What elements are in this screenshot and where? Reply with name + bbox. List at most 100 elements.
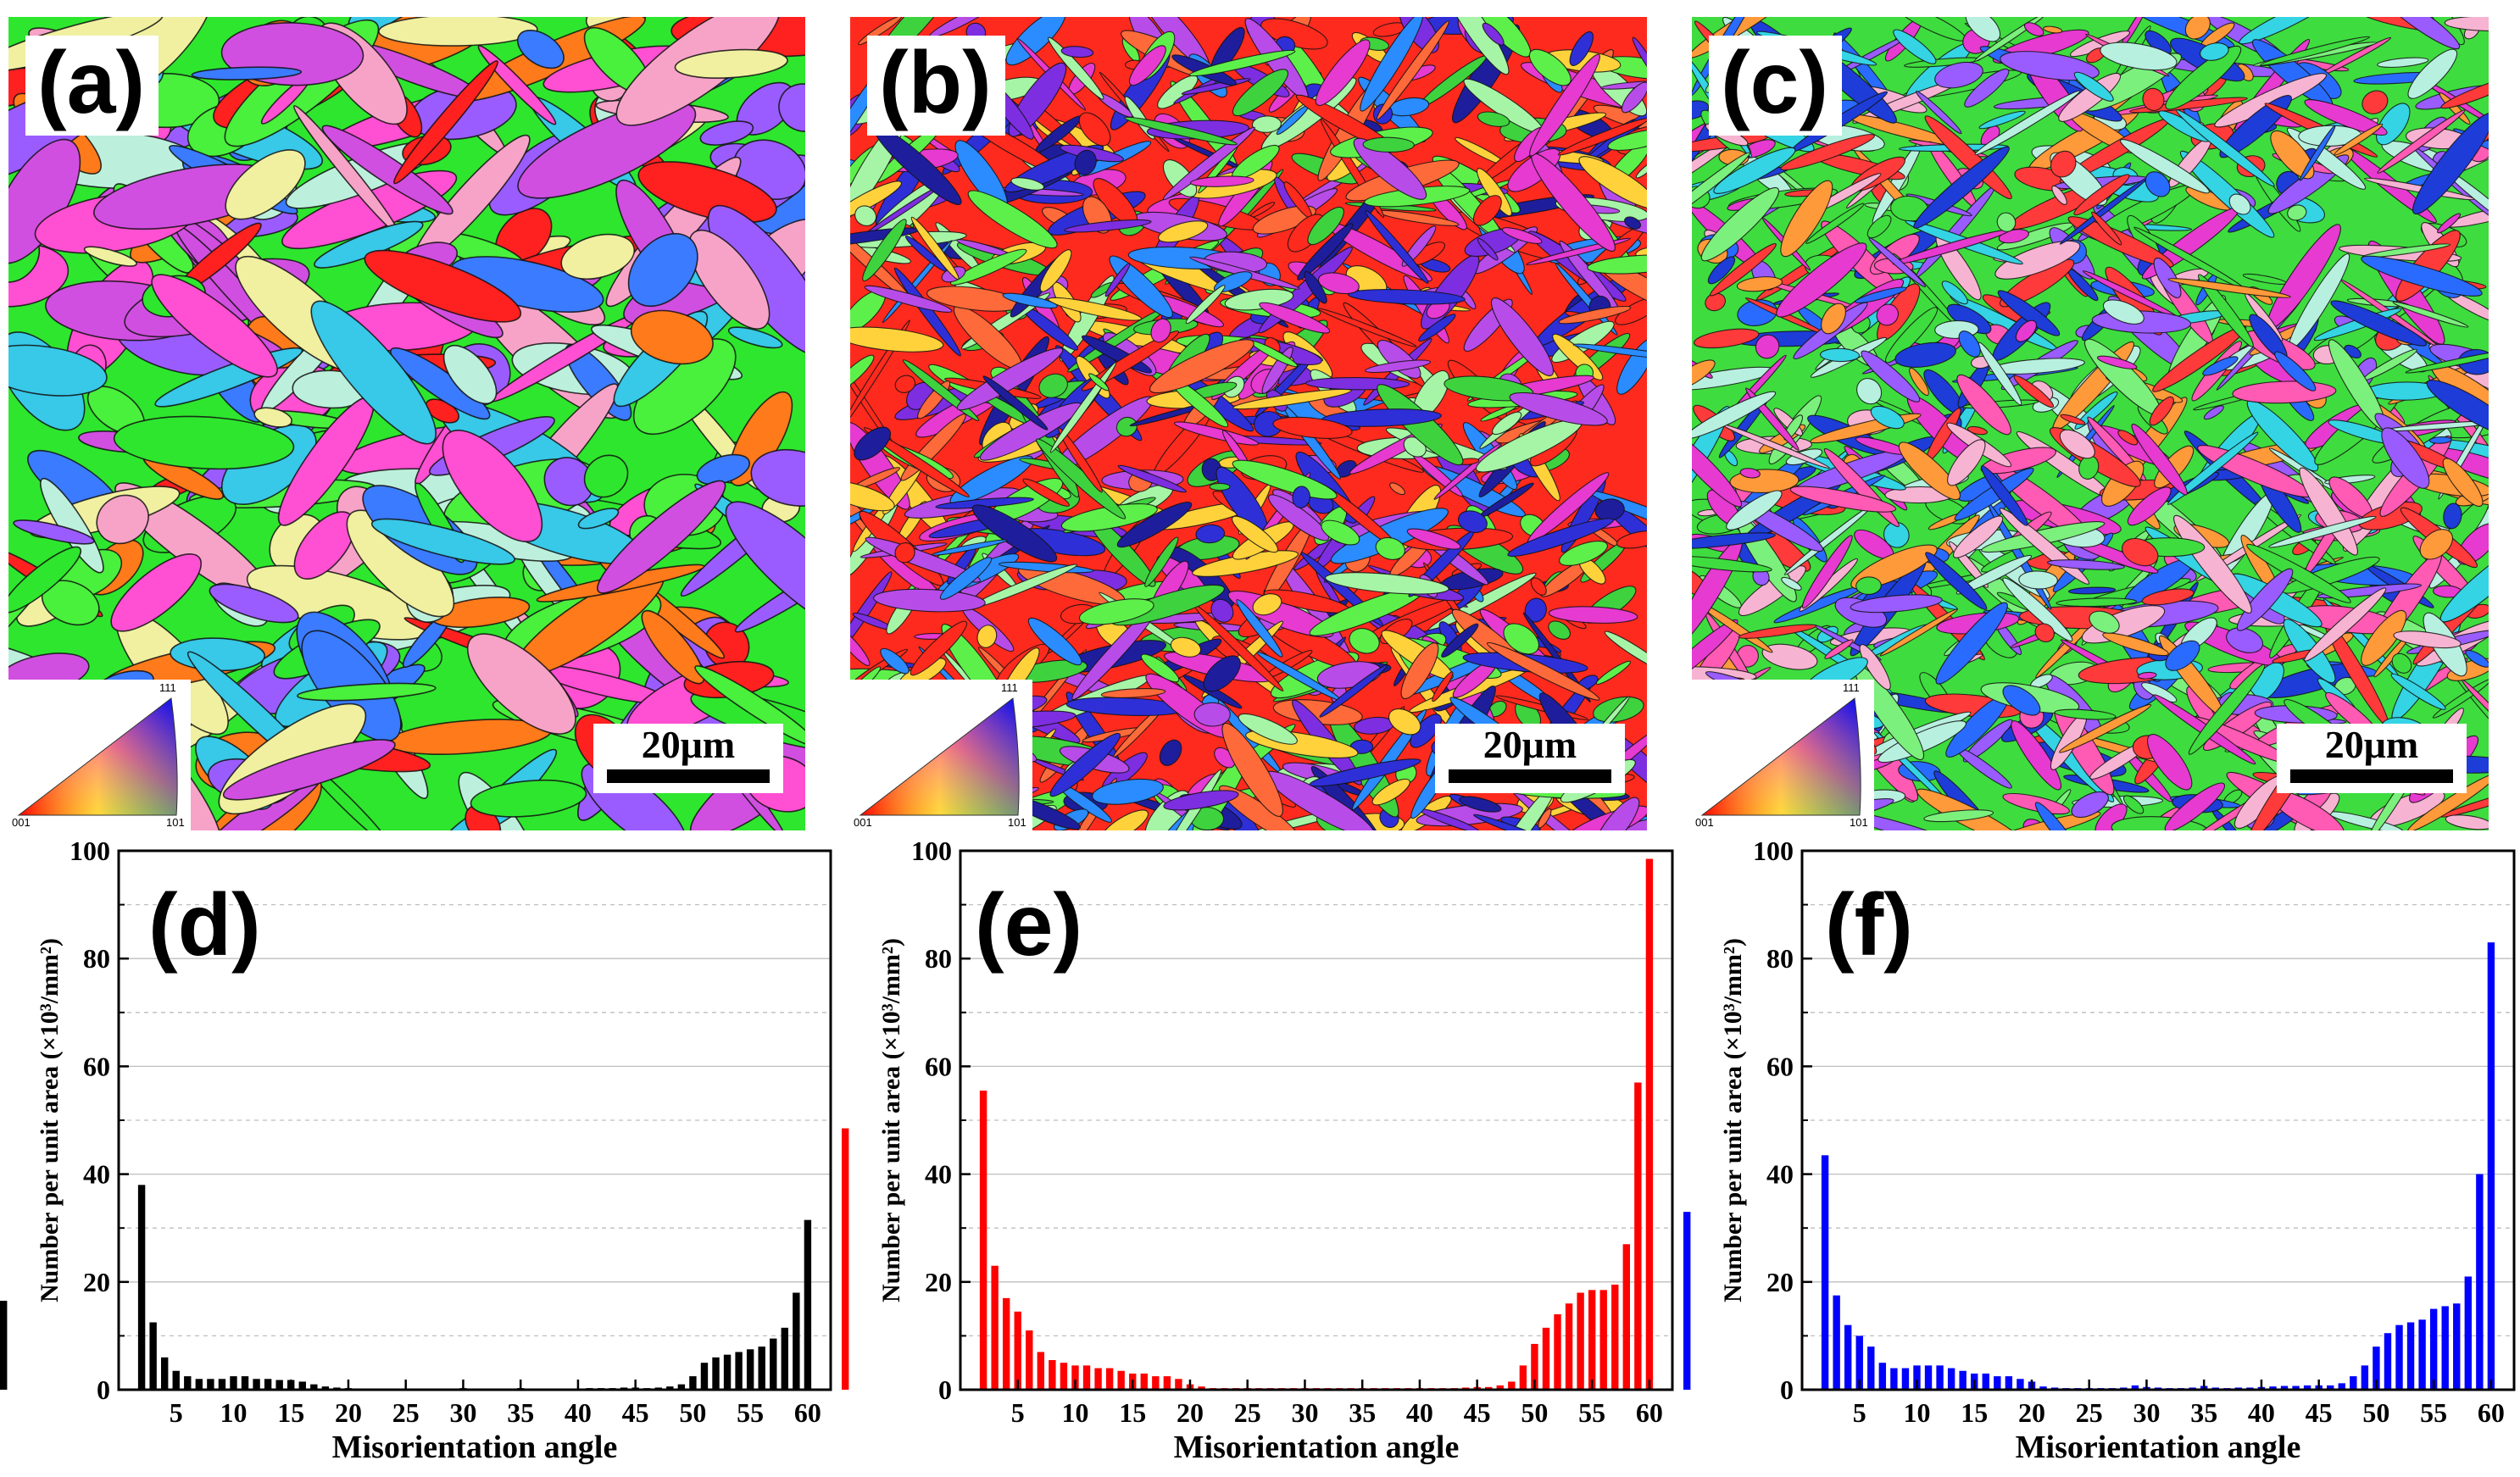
- y-tick-label: 20: [925, 1267, 952, 1297]
- bar: [1175, 1379, 1182, 1390]
- scale-bar-line: [607, 769, 770, 783]
- bar: [1531, 1343, 1538, 1390]
- x-tick-label: 45: [622, 1397, 649, 1428]
- bar: [712, 1357, 720, 1390]
- x-tick-label: 60: [794, 1397, 821, 1428]
- x-tick-label: 40: [1406, 1397, 1433, 1428]
- bar: [2350, 1376, 2357, 1390]
- bar: [1554, 1313, 1561, 1390]
- scale-bar: 20μm: [1435, 724, 1625, 793]
- scale-bar-label: 20μm: [1483, 723, 1577, 766]
- ipf-label-101: 101: [1850, 816, 1868, 829]
- x-tick-label: 40: [565, 1397, 592, 1428]
- chart-label-e: (e): [975, 876, 1083, 974]
- x-tick-label: 5: [170, 1397, 183, 1428]
- panel-label: (c): [1709, 36, 1843, 136]
- x-tick-label: 60: [2478, 1397, 2505, 1428]
- bar: [1508, 1381, 1516, 1390]
- bar: [253, 1379, 260, 1390]
- ipf-color-key: 001 101 111: [850, 680, 1032, 830]
- bar: [746, 1349, 754, 1390]
- x-tick-label: 50: [1521, 1397, 1548, 1428]
- bar: [1936, 1365, 1944, 1390]
- x-axis-label: Misorientation angle: [332, 1430, 618, 1465]
- bar: [1071, 1365, 1079, 1390]
- bar: [1878, 1363, 1887, 1390]
- bar: [1833, 1295, 1840, 1390]
- bar: [2453, 1303, 2461, 1390]
- bar: [1496, 1385, 1504, 1390]
- bar: [298, 1381, 306, 1390]
- scale-bar-line: [1449, 769, 1611, 783]
- bar: [0, 1301, 8, 1390]
- ipf-label-101: 101: [1008, 816, 1026, 829]
- bar: [1890, 1368, 1898, 1390]
- bar: [991, 1265, 999, 1390]
- chart-label-f: (f): [1825, 876, 1913, 974]
- ipf-color-key: 001 101 111: [1692, 680, 1874, 830]
- ipf-label-111: 111: [1843, 681, 1860, 694]
- bar: [1002, 1297, 1010, 1390]
- x-tick-label: 20: [335, 1397, 362, 1428]
- bar: [1198, 1386, 1205, 1390]
- bar: [1645, 858, 1654, 1390]
- bar: [2441, 1306, 2449, 1390]
- bar: [1994, 1376, 2001, 1390]
- ebsd-map-b: (b) 001 101 111 20μm: [850, 17, 1647, 830]
- ebsd-map-a: (a) 001 101 111 20μm: [8, 17, 805, 830]
- x-tick-label: 15: [1119, 1397, 1146, 1428]
- y-tick-label: 0: [1780, 1374, 1794, 1405]
- bar: [1152, 1376, 1160, 1390]
- bar: [310, 1384, 318, 1390]
- bar: [137, 1185, 146, 1390]
- y-tick-label: 0: [97, 1374, 110, 1405]
- ipf-label-111: 111: [159, 681, 176, 694]
- bar: [2384, 1333, 2392, 1390]
- x-tick-label: 55: [2420, 1397, 2447, 1428]
- bar: [1060, 1363, 1068, 1390]
- bar: [1599, 1290, 1607, 1390]
- x-tick-label: 20: [2018, 1397, 2045, 1428]
- bar: [1117, 1370, 1125, 1390]
- bar: [207, 1379, 214, 1390]
- y-tick-label: 60: [1766, 1051, 1794, 1081]
- bar: [1094, 1368, 1102, 1390]
- y-tick-label: 60: [83, 1051, 110, 1081]
- x-tick-label: 60: [1636, 1397, 1663, 1428]
- bar: [1622, 1244, 1631, 1390]
- x-tick-label: 30: [1291, 1397, 1318, 1428]
- bar: [149, 1322, 157, 1390]
- bar: [195, 1379, 203, 1390]
- bar: [1519, 1365, 1527, 1390]
- x-tick-label: 25: [392, 1397, 420, 1428]
- bar: [1565, 1303, 1573, 1390]
- misorientation-histogram-f: 0 20 40 60 80 100 5 10 15 20 25 30 35 40 45 50 55 60 Misor…: [1683, 836, 2516, 1465]
- bar: [1844, 1324, 1852, 1390]
- y-tick-label: 100: [70, 836, 110, 866]
- x-tick-label: 35: [507, 1397, 534, 1428]
- panel-label: (b): [867, 36, 1005, 136]
- bar: [1588, 1290, 1596, 1390]
- bar: [1485, 1386, 1493, 1390]
- bar: [2429, 1308, 2438, 1390]
- misorientation-histogram-d: 0 20 40 60 80 100 5 10 15 20 25 30 35 40 45 50 55 60 Misor…: [0, 836, 832, 1465]
- bar: [666, 1386, 674, 1390]
- panel-label: (a): [25, 36, 159, 136]
- bar: [275, 1380, 283, 1390]
- bar: [1542, 1327, 1550, 1390]
- x-tick-label: 50: [2362, 1397, 2389, 1428]
- bar: [2131, 1385, 2139, 1390]
- ipf-label-111: 111: [1001, 681, 1018, 694]
- scale-bar: 20μm: [593, 724, 783, 793]
- y-tick-label: 100: [911, 836, 952, 866]
- scale-bar: 20μm: [2277, 724, 2467, 793]
- chart-label-d: (d): [148, 876, 261, 974]
- bar: [321, 1386, 330, 1390]
- y-tick-label: 40: [1766, 1159, 1794, 1190]
- misorientation-histogram-e: 0 20 40 60 80 100 5 10 15 20 25 30 35 40 45 50 55 60 Misor…: [842, 836, 1674, 1465]
- bar: [1037, 1352, 1045, 1390]
- x-tick-label: 15: [1961, 1397, 1988, 1428]
- x-tick-label: 15: [277, 1397, 304, 1428]
- y-tick-label: 80: [1766, 943, 1794, 974]
- x-tick-label: 45: [1464, 1397, 1491, 1428]
